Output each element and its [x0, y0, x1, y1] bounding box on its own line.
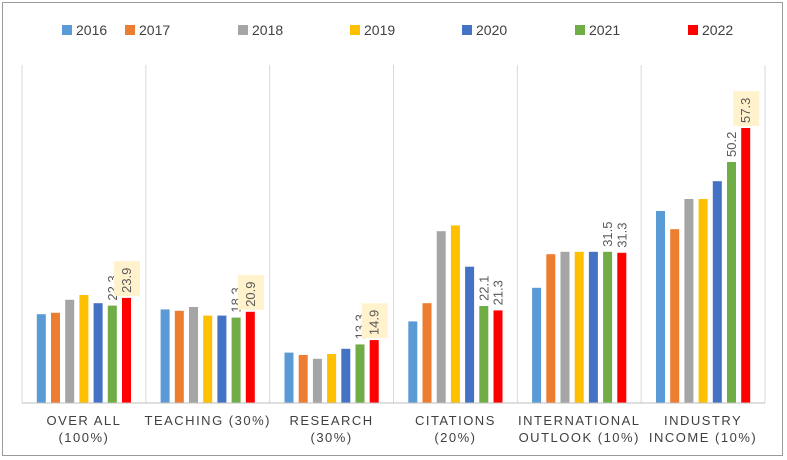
bar-2021-cat2 [355, 344, 365, 403]
data-label-highlight [733, 91, 760, 126]
bar-2016-cat3 [408, 321, 418, 403]
bar-2018-cat2 [312, 358, 322, 403]
bar-2018-cat3 [436, 231, 446, 403]
data-label-group: 22.1 [476, 276, 491, 301]
data-label-group: 31.3 [614, 222, 629, 247]
bar-2016-cat2 [284, 352, 294, 403]
bar-2020-cat3 [465, 266, 475, 403]
bar-2016-cat4 [532, 287, 542, 403]
data-label-group: 20.9 [237, 274, 264, 310]
bar-2017-cat1 [174, 310, 184, 403]
data-label-2022: 23.9 [119, 268, 134, 293]
legend-label-2018: 2018 [252, 22, 283, 38]
data-label-2022: 57.3 [738, 98, 753, 123]
data-label-group: 21.3 [491, 280, 506, 305]
bar-2022-cat4 [617, 252, 627, 403]
bar-2016-cat1 [160, 309, 170, 403]
bar-2018-cat0 [65, 299, 75, 403]
bar-2019-cat0 [79, 295, 89, 403]
data-label-2022: 20.9 [243, 281, 258, 306]
bar-2020-cat5 [712, 181, 722, 403]
bar-2019-cat5 [698, 199, 708, 403]
bar-2020-cat1 [217, 315, 227, 403]
legend-swatch-2022 [688, 25, 698, 35]
data-label-2022: 21.3 [491, 280, 506, 305]
data-label-group: 14.9 [361, 303, 388, 339]
legend-label-2020: 2020 [476, 22, 507, 38]
chart-frame [2, 2, 783, 456]
data-label-group: 50.2 [724, 132, 739, 157]
bar-2019-cat2 [327, 354, 337, 403]
bar-2020-cat2 [341, 348, 351, 403]
legend-swatch-2020 [462, 25, 472, 35]
data-label-2021: 50.2 [724, 132, 739, 157]
bar-2017-cat3 [422, 303, 432, 403]
data-label-highlight [361, 303, 388, 339]
data-label-2022: 14.9 [367, 310, 382, 335]
legend-label-2021: 2021 [589, 22, 620, 38]
legend-label-2016: 2016 [76, 22, 107, 38]
bar-2022-cat3 [493, 310, 503, 403]
bar-2017-cat4 [546, 254, 556, 403]
category-label: TEACHING (30%) [145, 413, 271, 428]
bar-2019-cat1 [203, 315, 213, 403]
legend-swatch-2017 [125, 25, 135, 35]
legend-swatch-2018 [238, 25, 248, 35]
bar-2019-cat4 [574, 251, 584, 403]
bar-2021-cat3 [479, 306, 489, 403]
bar-2019-cat3 [450, 225, 460, 403]
bar-2017-cat5 [670, 229, 680, 403]
data-label-2022: 31.3 [614, 222, 629, 247]
category-label: INDUSTRY INCOME (10%) [649, 413, 757, 445]
legend-swatch-2016 [62, 25, 72, 35]
bar-2022-cat2 [369, 340, 379, 403]
data-label-highlight [237, 274, 264, 310]
bar-2022-cat5 [741, 128, 751, 403]
bar-2021-cat5 [727, 162, 736, 403]
data-label-group: 57.3 [733, 91, 760, 126]
bar-2018-cat4 [560, 251, 570, 403]
data-label-group: 23.9 [114, 261, 140, 296]
category-label: OVER ALL (100%) [46, 413, 121, 445]
data-label-2021: 22.1 [476, 276, 491, 301]
category-label: INTERNATIONAL OUTLOOK (10%) [518, 413, 641, 445]
bar-2016-cat0 [36, 314, 46, 403]
data-label-2021: 31.5 [600, 221, 615, 246]
bar-2020-cat4 [588, 251, 598, 403]
legend-swatch-2019 [350, 25, 360, 35]
bar-2018-cat1 [189, 307, 198, 403]
legend-label-2022: 2022 [702, 22, 733, 38]
bar-2017-cat2 [298, 355, 308, 403]
legend-label-2017: 2017 [139, 22, 170, 38]
legend-swatch-2021 [575, 25, 585, 35]
category-label: CITATIONS (20%) [415, 413, 496, 445]
bar-2018-cat5 [684, 199, 694, 403]
bar-2016-cat5 [656, 211, 665, 403]
bar-2021-cat4 [603, 251, 613, 403]
data-label-highlight [114, 261, 140, 296]
bar-2021-cat1 [231, 317, 241, 403]
bar-2022-cat1 [245, 311, 255, 403]
bar-2017-cat0 [51, 312, 60, 403]
bar-2020-cat0 [93, 303, 103, 403]
category-label: RESEARCH (30%) [289, 413, 373, 445]
legend-label-2019: 2019 [364, 22, 395, 38]
data-label-group: 31.5 [600, 221, 615, 246]
bar-2021-cat0 [107, 305, 117, 403]
bar-2022-cat0 [122, 297, 131, 403]
